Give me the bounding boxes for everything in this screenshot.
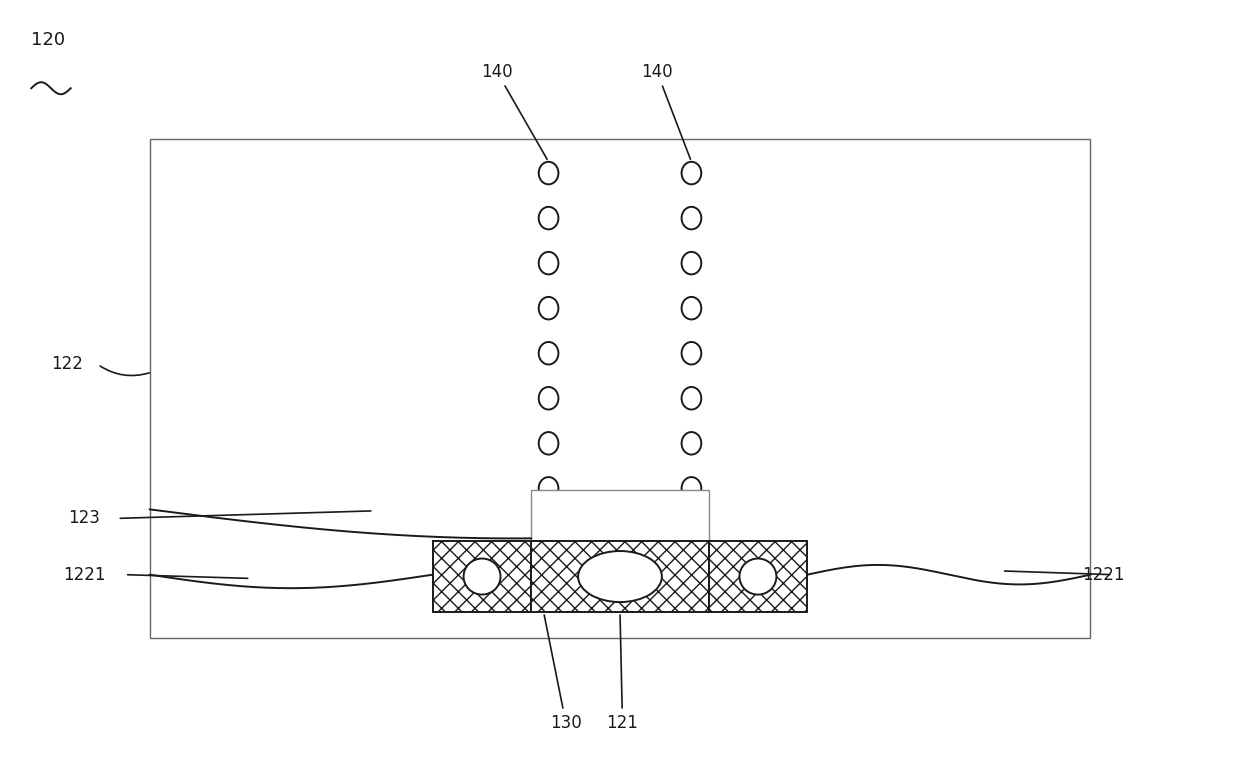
Ellipse shape bbox=[682, 162, 702, 184]
Bar bbox=[531, 541, 709, 613]
Text: 140: 140 bbox=[641, 63, 691, 159]
Ellipse shape bbox=[538, 207, 558, 229]
Bar bbox=[531, 490, 709, 541]
Ellipse shape bbox=[682, 252, 702, 275]
Ellipse shape bbox=[538, 252, 558, 275]
Text: 123: 123 bbox=[68, 509, 100, 528]
Text: 130: 130 bbox=[544, 615, 582, 732]
Text: 122: 122 bbox=[51, 355, 83, 373]
Ellipse shape bbox=[538, 387, 558, 410]
Bar bbox=[150, 140, 1090, 638]
Ellipse shape bbox=[464, 559, 501, 594]
Ellipse shape bbox=[682, 342, 702, 364]
Text: 121: 121 bbox=[606, 615, 639, 732]
Ellipse shape bbox=[682, 432, 702, 455]
Ellipse shape bbox=[578, 551, 662, 602]
Bar bbox=[709, 541, 807, 613]
Ellipse shape bbox=[538, 297, 558, 320]
Text: 1221: 1221 bbox=[63, 565, 105, 584]
Ellipse shape bbox=[538, 162, 558, 184]
Text: 1221: 1221 bbox=[1083, 565, 1125, 584]
Ellipse shape bbox=[739, 559, 776, 594]
Ellipse shape bbox=[464, 559, 501, 594]
Text: 120: 120 bbox=[31, 31, 66, 49]
Ellipse shape bbox=[739, 559, 776, 594]
Ellipse shape bbox=[682, 207, 702, 229]
Ellipse shape bbox=[538, 477, 558, 499]
Ellipse shape bbox=[682, 297, 702, 320]
Ellipse shape bbox=[578, 551, 662, 602]
Ellipse shape bbox=[682, 387, 702, 410]
Text: 140: 140 bbox=[481, 63, 547, 159]
Ellipse shape bbox=[682, 477, 702, 499]
Ellipse shape bbox=[538, 432, 558, 455]
Ellipse shape bbox=[538, 342, 558, 364]
Bar bbox=[433, 541, 531, 613]
